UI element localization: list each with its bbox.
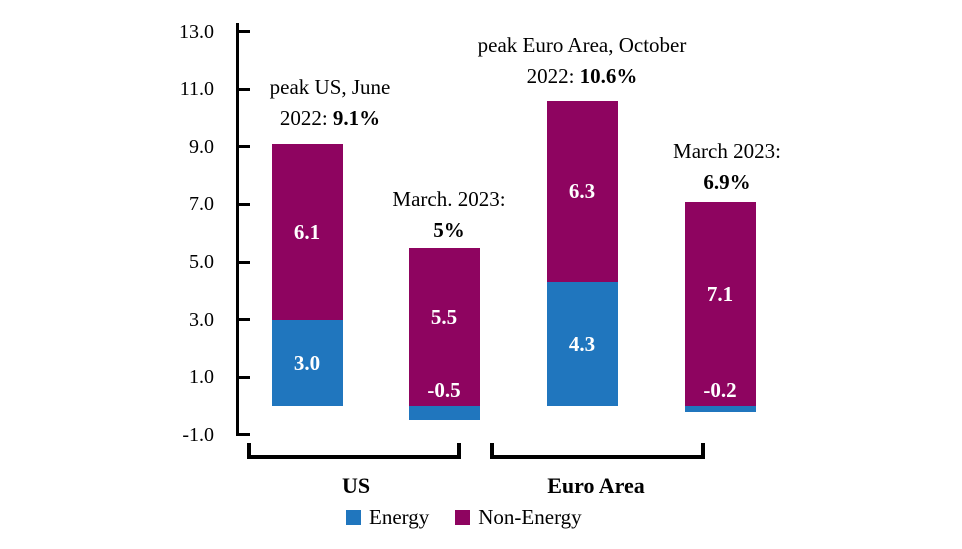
- y-tick: [236, 30, 250, 34]
- bar-euro-march-2023-non-energy-value: 7.1: [706, 281, 734, 306]
- bar-euro-peak-non-energy-segment: [546, 100, 618, 283]
- y-axis-line: [236, 23, 239, 436]
- energy-swatch-icon: [346, 510, 361, 525]
- bracket-euro-area: [490, 443, 705, 459]
- y-tick-label: 13.0: [179, 20, 214, 43]
- bar-us-march-2023-energy-segment: [408, 406, 480, 421]
- annotation-euro-peak: peak Euro Area, October 2022: 10.6%: [478, 30, 687, 92]
- y-tick: [236, 260, 250, 264]
- annotation-line1: March. 2023:: [392, 187, 506, 211]
- bar-euro-peak-energy-segment: [546, 282, 618, 406]
- bar-us-peak-non-energy-value: 6.1: [293, 219, 321, 244]
- annotation-us-march: March. 2023: 5%: [392, 184, 505, 246]
- y-tick-label: -1.0: [182, 423, 214, 446]
- group-label-euro-area: Euro Area: [547, 473, 645, 498]
- y-tick-label: 5.0: [189, 251, 214, 273]
- annotation-line2: 6.9%: [703, 170, 751, 194]
- legend-label-energy: Energy: [369, 505, 430, 529]
- bracket-us: [247, 443, 461, 459]
- bar-us-march-2023-non-energy-segment: [408, 247, 480, 406]
- bar-euro-march-2023-energy-segment: [684, 406, 756, 412]
- annotation-euro-march: March 2023: 6.9%: [673, 136, 781, 198]
- annotation-line1: March 2023:: [673, 139, 781, 163]
- bar-euro-peak-energy-value: 4.3: [568, 332, 596, 357]
- bar-us-peak-non-energy-segment: [271, 143, 343, 320]
- annotation-line1: peak US, June: [269, 75, 391, 99]
- bar-us-peak-energy-segment: [271, 319, 343, 406]
- annotation-line2: 5%: [433, 218, 465, 242]
- y-tick: [236, 375, 250, 379]
- legend-item-non-energy: Non-Energy: [455, 505, 582, 530]
- bar-us-march-2023-energy-value: -0.5: [427, 378, 461, 402]
- y-tick-label: 9.0: [189, 135, 214, 158]
- y-tick-label: 11.0: [179, 78, 214, 101]
- annotation-line2: 2022: 10.6%: [526, 64, 638, 88]
- y-tick: [236, 145, 250, 149]
- non-energy-swatch-icon: [455, 510, 471, 525]
- bar-us-peak-energy-value: 3.0: [293, 350, 321, 375]
- y-tick: [236, 87, 250, 91]
- bar-euro-march-2023-non-energy-segment: [684, 201, 756, 406]
- y-tick-label: 1.0: [189, 366, 214, 389]
- group-label-us: US: [341, 473, 371, 498]
- bar-euro-march-2023-energy-value: -0.2: [703, 378, 737, 402]
- y-tick: [236, 433, 250, 437]
- bar-us-march-2023-non-energy-value: 5.5: [430, 304, 458, 329]
- annotation-line2: 2022: 9.1%: [279, 106, 381, 130]
- y-tick: [236, 318, 250, 322]
- y-tick-label: 3.0: [189, 308, 214, 331]
- legend-label-non-energy: Non-Energy: [478, 505, 582, 529]
- annotation-us-peak: peak US, June 2022: 9.1%: [270, 72, 391, 134]
- bar-euro-peak-non-energy-value: 6.3: [568, 179, 596, 204]
- y-tick-label: 7.0: [189, 193, 214, 216]
- annotation-line1: peak Euro Area, October: [477, 33, 687, 57]
- legend-item-energy: Energy: [346, 505, 429, 530]
- y-tick: [236, 202, 250, 206]
- legend: Energy Non-Energy: [346, 505, 582, 530]
